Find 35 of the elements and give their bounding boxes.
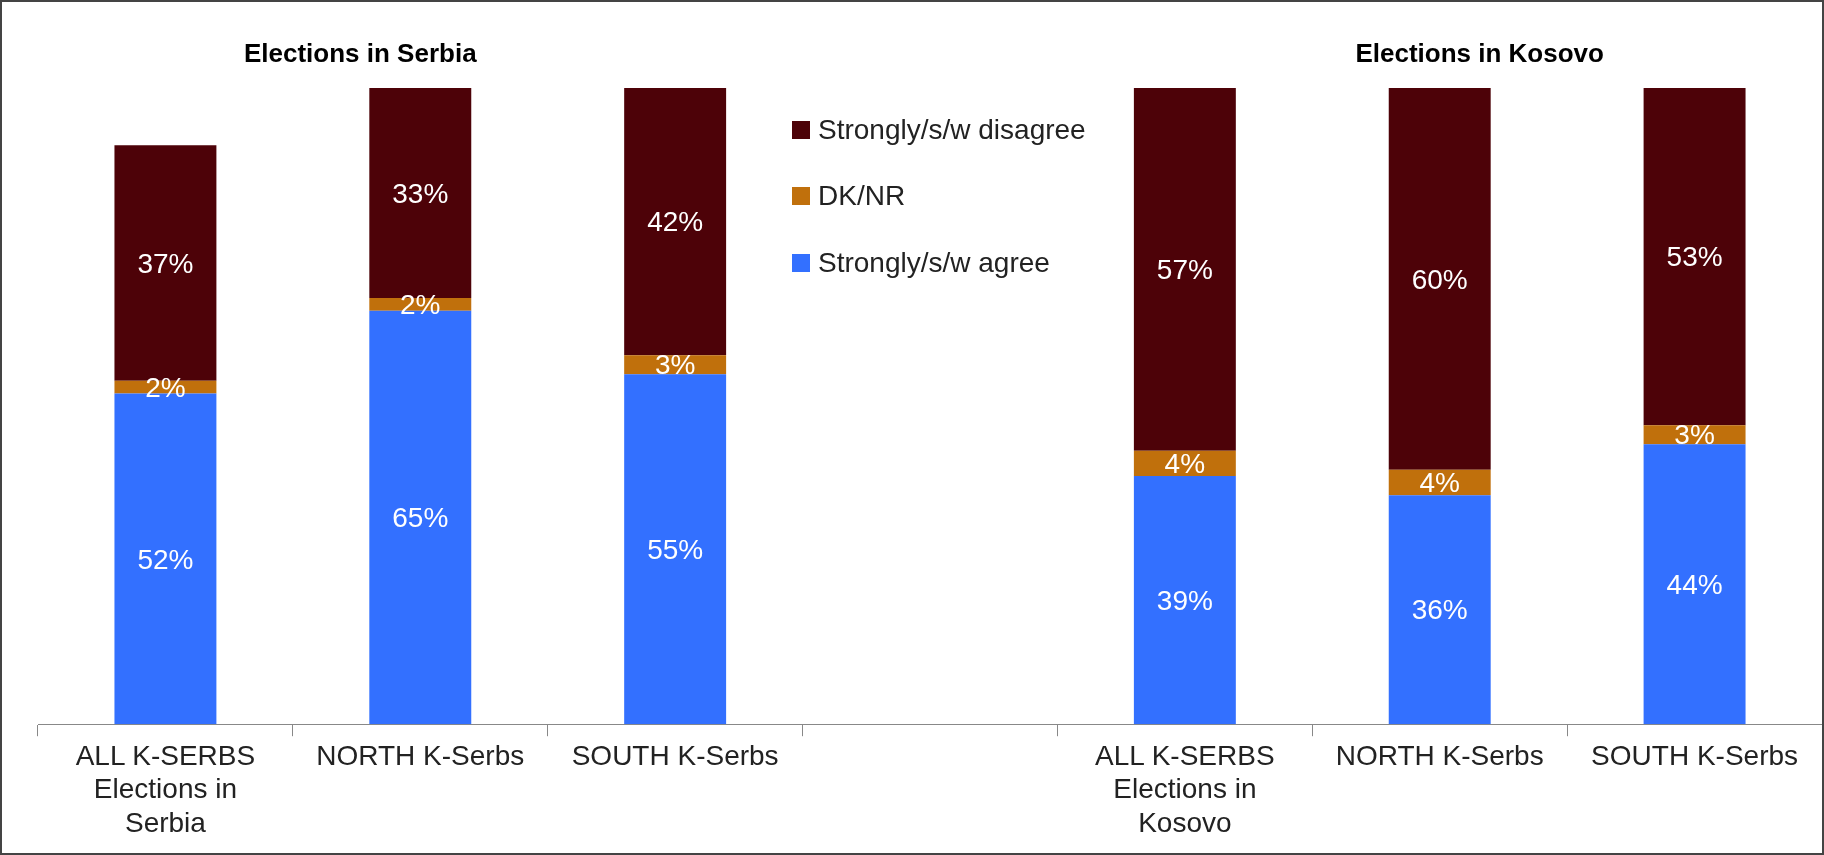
data-label: 44% (1666, 568, 1723, 600)
x-tick-label: ALL K-SERBS Elections in Kosovo (1095, 739, 1275, 838)
bar (1388, 88, 1491, 470)
data-label: 36% (1411, 594, 1468, 626)
data-label: 3% (1674, 419, 1715, 451)
bar (1643, 88, 1746, 426)
data-label: 4% (1419, 467, 1460, 499)
bar (624, 88, 727, 356)
bar (1133, 476, 1236, 725)
x-tick-label: NORTH K-Serbs (1335, 739, 1544, 771)
data-label: 65% (392, 502, 449, 534)
text: Elections in Serbia (243, 38, 477, 69)
x-tick-label: SOUTH K-Serbs (571, 739, 779, 771)
data-label: 39% (1156, 584, 1213, 616)
data-label: 3% (654, 349, 696, 381)
data-label: 60% (1411, 263, 1468, 295)
x-tick-label: SOUTH K-Serbs (1591, 739, 1799, 771)
data-label: 57% (1156, 254, 1213, 286)
legend-label: Strongly/s/w agree (818, 245, 1050, 280)
bar (1643, 444, 1746, 725)
legend-label: Strongly/s/w disagree (818, 113, 1086, 147)
data-label: 52% (137, 543, 194, 575)
data-label: 37% (137, 247, 194, 279)
bar (1388, 495, 1491, 725)
x-tick-label: ALL K-SERBS Elections in Serbia (75, 739, 256, 838)
legend-label: DK/NR (818, 179, 906, 214)
bar (1133, 88, 1236, 451)
data-label: 55% (647, 533, 704, 565)
text: Elections in Kosovo (1355, 38, 1604, 69)
data-label: 33% (392, 177, 449, 209)
data-label: 42% (647, 206, 704, 238)
bar (624, 374, 727, 725)
x-tick-label: NORTH K-Serbs (316, 739, 525, 771)
data-label: 4% (1164, 448, 1206, 480)
data-label: 53% (1666, 241, 1723, 273)
